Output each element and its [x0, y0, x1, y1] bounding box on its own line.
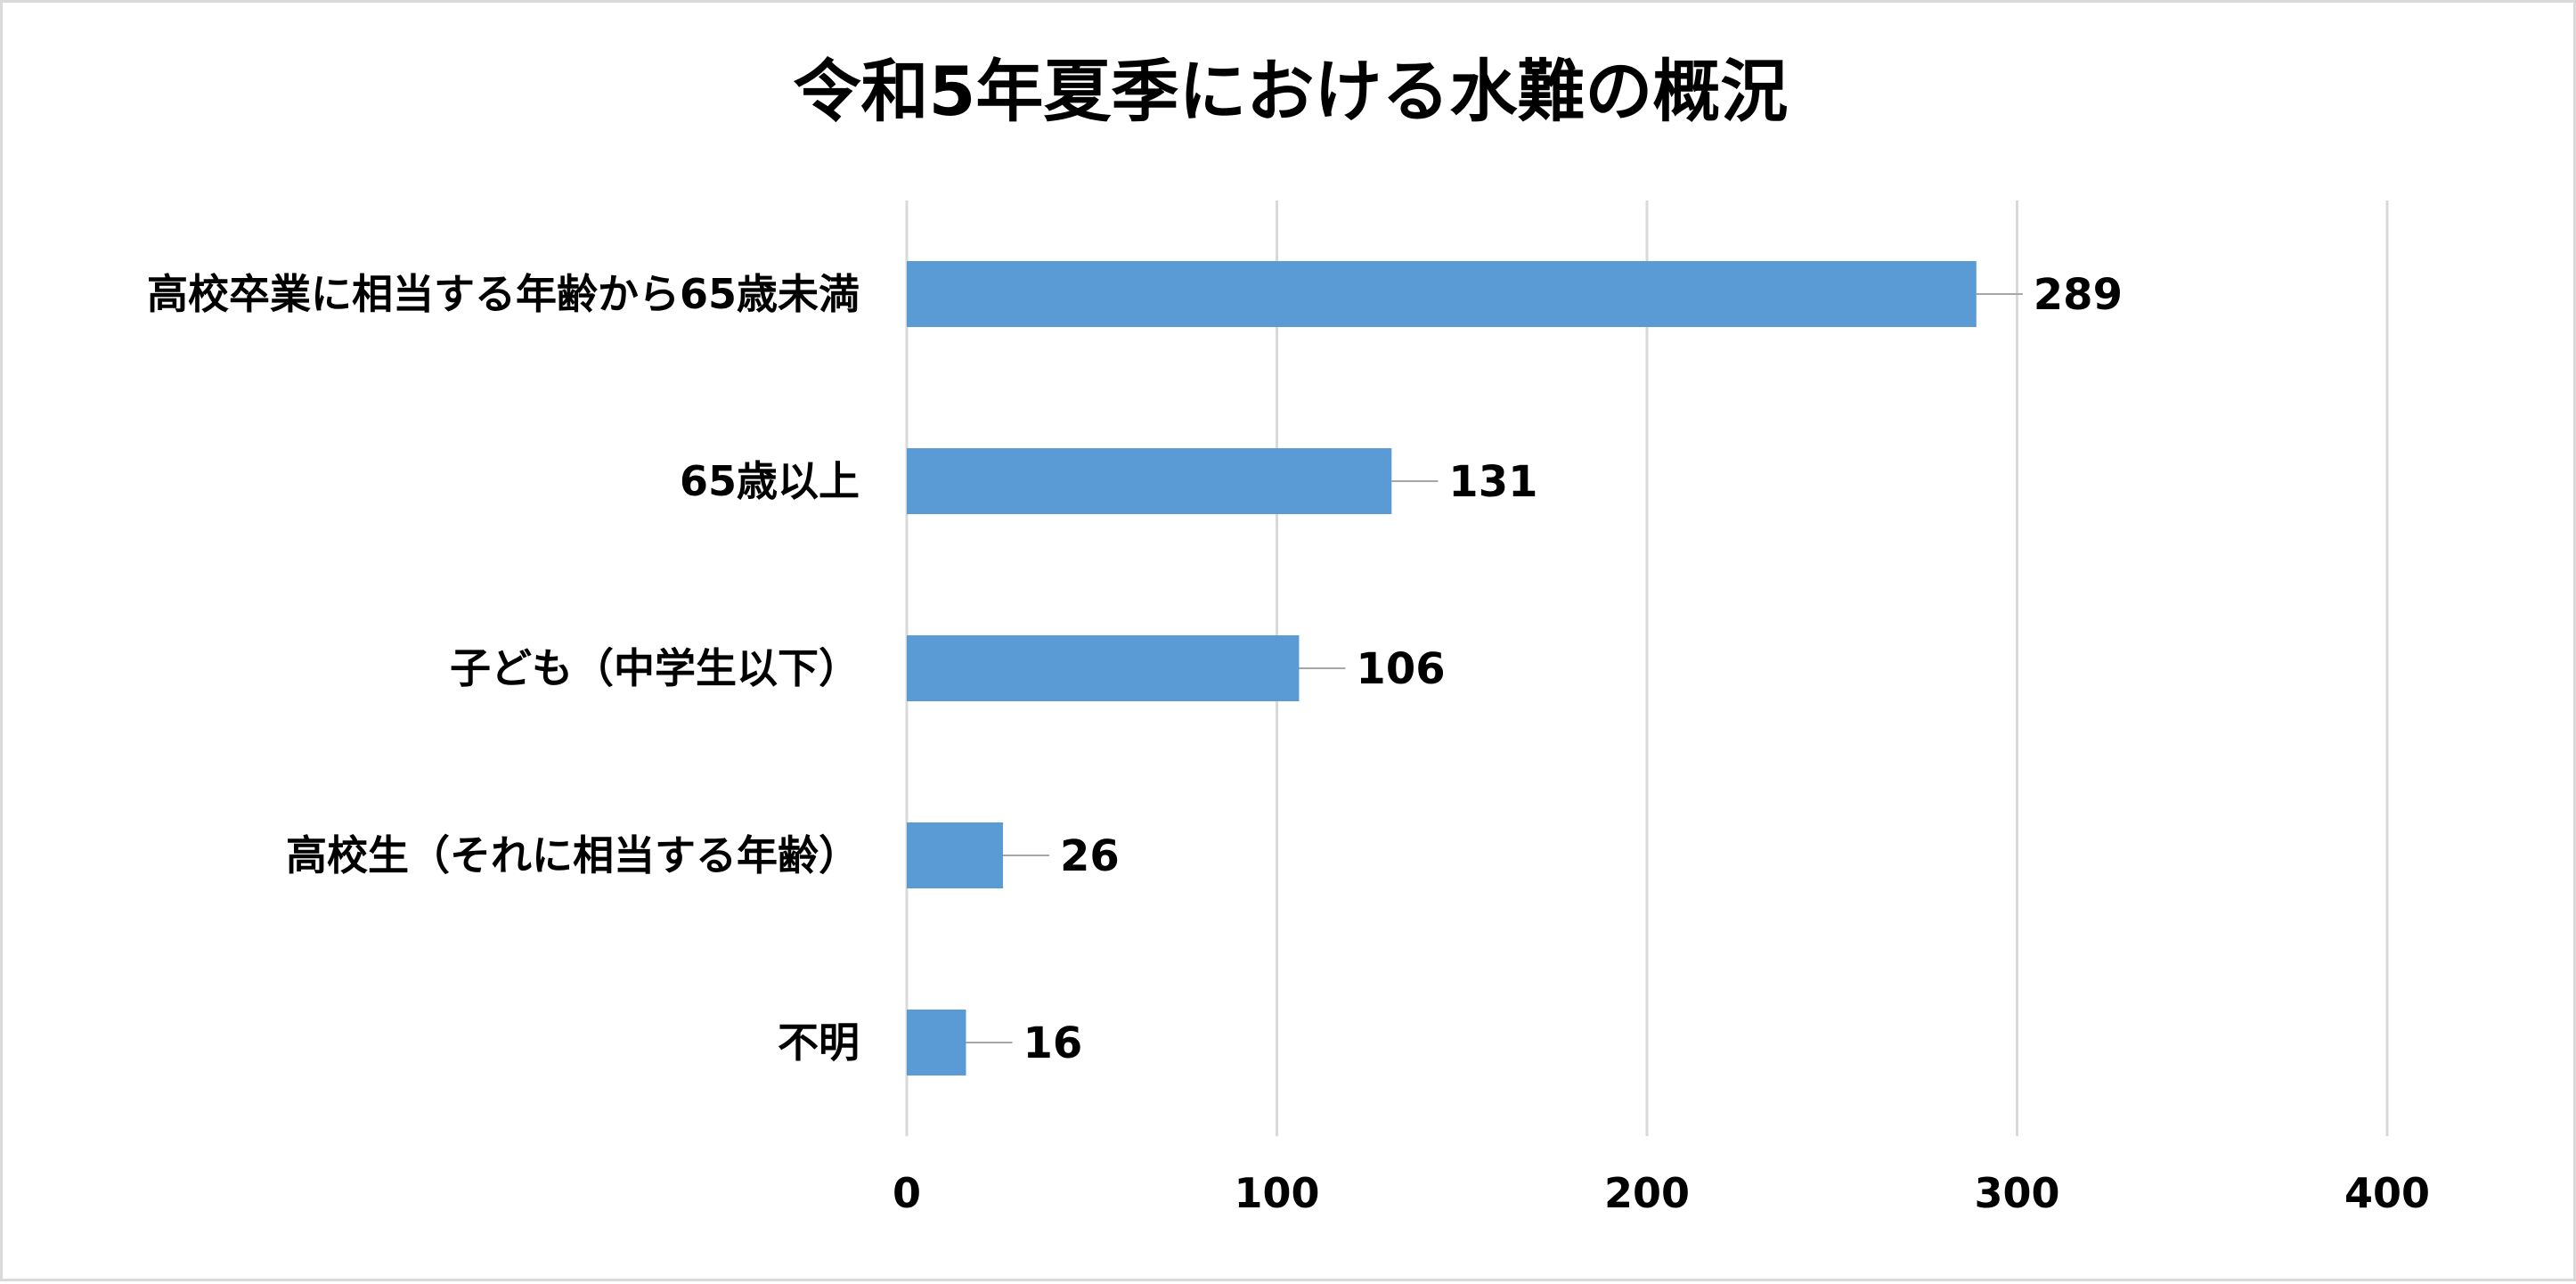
- data-label-3: 106: [1356, 644, 1445, 694]
- x-tick-label-0: 0: [893, 1169, 921, 1217]
- category-label-3: 子ども（中学生以下）: [450, 644, 860, 692]
- data-label-leaders: [966, 293, 2023, 1043]
- bar-1: [907, 261, 1977, 327]
- category-label-1: 高校卒業に相当する年齢から65歳未満: [147, 270, 860, 318]
- data-label-5: 16: [1023, 1018, 1082, 1068]
- x-tick-labels: 0 100 200 300 400: [893, 1169, 2430, 1217]
- category-label-2: 65歳以上: [680, 457, 860, 505]
- data-labels: 289 131 106 26 16: [1023, 270, 2123, 1068]
- data-label-2: 131: [1448, 457, 1537, 507]
- x-tick-label-400: 400: [2344, 1169, 2430, 1217]
- x-tick-label-100: 100: [1234, 1169, 1319, 1217]
- bar-3: [907, 635, 1300, 701]
- bars: [907, 261, 1977, 1075]
- bar-chart: 289 131 106 26 16 高校卒業に相当する年齢から65歳未満 65歳以上子ども…: [147, 200, 2430, 1217]
- bar-4: [907, 822, 1004, 888]
- x-tick-label-200: 200: [1604, 1169, 1690, 1217]
- category-label-5: 不明: [778, 1018, 860, 1067]
- data-label-4: 26: [1060, 831, 1120, 881]
- bar-2: [907, 448, 1392, 514]
- data-label-1: 289: [2034, 270, 2123, 320]
- bar-5: [907, 1010, 966, 1075]
- category-label-4: 高校生（それに相当する年齢）: [286, 831, 860, 879]
- x-tick-label-300: 300: [1974, 1169, 2059, 1217]
- chart-title: 令和5年夏季における水難の概況: [793, 52, 1789, 131]
